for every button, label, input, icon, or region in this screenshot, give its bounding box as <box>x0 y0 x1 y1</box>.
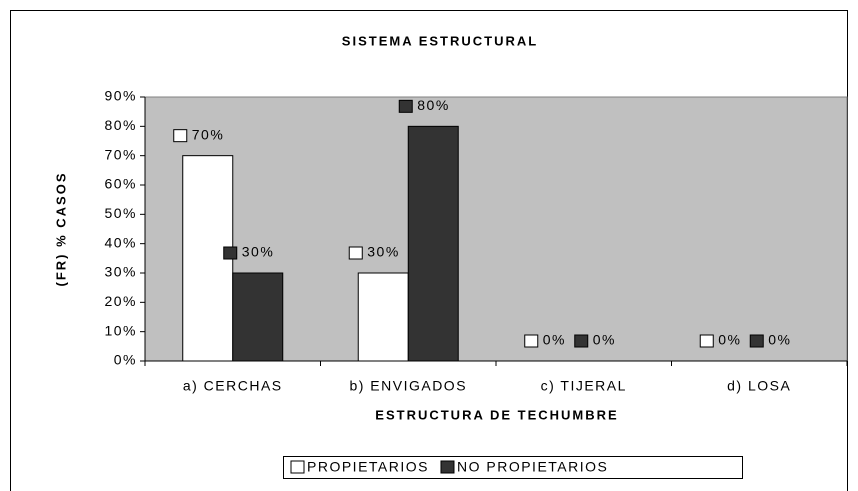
data-label-key <box>574 334 589 348</box>
x-tick-label: c) TIJERAL <box>541 378 627 394</box>
data-label-key <box>699 334 714 348</box>
y-tick-label: 10% <box>104 322 137 338</box>
y-tick-label: 50% <box>104 205 137 221</box>
data-label-key <box>223 246 238 260</box>
x-tick-label: b) ENVIGADOS <box>349 378 467 394</box>
legend-key <box>290 460 305 474</box>
data-label: 0% <box>593 332 616 348</box>
bar <box>232 272 284 362</box>
y-tick-label: 70% <box>104 146 137 162</box>
y-tick-label: 60% <box>104 176 137 192</box>
chart-title: SISTEMA ESTRUCTURAL <box>342 33 538 48</box>
legend-box <box>283 456 743 479</box>
y-tick-label: 20% <box>104 293 137 309</box>
x-tick-label: a) CERCHAS <box>183 378 283 394</box>
y-tick-label: 0% <box>114 352 137 368</box>
data-label: 30% <box>367 244 400 260</box>
legend-label: NO PROPIETARIOS <box>457 459 608 475</box>
data-label: 80% <box>417 97 450 113</box>
data-label: 0% <box>718 332 741 348</box>
x-tick-label: d) LOSA <box>727 378 791 394</box>
data-label-key <box>524 334 539 348</box>
x-axis-title: ESTRUCTURA DE TECHUMBRE <box>375 407 618 422</box>
data-label-key <box>398 99 413 113</box>
y-tick-label: 30% <box>104 264 137 280</box>
data-label-key <box>348 246 363 260</box>
y-tick-label: 40% <box>104 234 137 250</box>
y-tick-label: 90% <box>104 88 137 104</box>
data-label-key <box>749 334 764 348</box>
y-axis-title: (FR) % CASOS <box>53 172 68 287</box>
data-label: 30% <box>242 244 275 260</box>
data-label: 70% <box>192 126 225 142</box>
bar <box>357 272 409 362</box>
legend-label: PROPIETARIOS <box>307 459 429 475</box>
data-label: 0% <box>768 332 791 348</box>
bar <box>407 125 459 362</box>
data-label-key <box>173 129 188 143</box>
legend-key <box>440 460 455 474</box>
y-tick-label: 80% <box>104 117 137 133</box>
data-label: 0% <box>543 332 566 348</box>
